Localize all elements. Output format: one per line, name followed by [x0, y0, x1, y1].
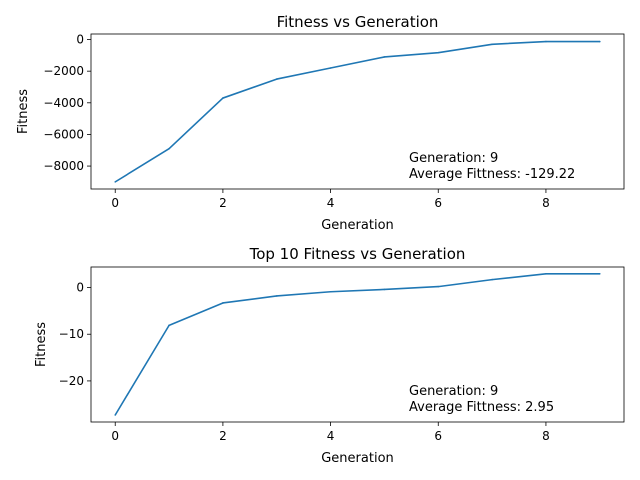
y-tick-label: −4000	[43, 96, 84, 110]
y-tick-label: −10	[59, 327, 84, 341]
data-point	[222, 97, 224, 99]
chart-top10-fitness-vs-generation: Top 10 Fitness vs Generation 0 2 4 6 8 −20 −10 0…	[34, 245, 625, 466]
data-point	[168, 147, 170, 150]
annotation-line: Average Fittness: 2.95	[409, 400, 554, 415]
data-point	[383, 56, 386, 58]
y-tick-label: −2000	[43, 64, 84, 78]
data-point	[222, 302, 224, 304]
data-point	[598, 272, 601, 275]
data-point	[114, 181, 117, 183]
chart-title: Fitness vs Generation	[277, 13, 439, 31]
data-point	[383, 288, 386, 291]
x-tick-label: 8	[542, 196, 550, 210]
x-tick-label: 8	[542, 429, 550, 443]
x-tick-label: 2	[219, 196, 227, 210]
data-point	[598, 40, 601, 43]
plot-frame	[90, 266, 625, 423]
annotation-line: Average Fittness: -129.22	[409, 167, 575, 182]
x-tick-label: 0	[111, 429, 119, 443]
data-point	[168, 324, 170, 327]
data-point	[329, 67, 332, 69]
data-point	[275, 295, 278, 297]
y-axis-label: Fitness	[16, 89, 31, 134]
x-tick-label: 2	[219, 429, 227, 443]
y-tick-label: −20	[59, 374, 84, 388]
data-point	[491, 43, 493, 46]
data-point	[437, 51, 440, 54]
x-axis-label: Generation	[321, 218, 394, 233]
annotation-line: Generation: 9	[409, 384, 498, 399]
annotation-line: Generation: 9	[409, 151, 498, 166]
chart-title: Top 10 Fitness vs Generation	[249, 245, 466, 263]
data-point	[275, 78, 278, 80]
y-tick-label: −6000	[43, 127, 84, 141]
y-tick-label: 0	[76, 33, 84, 47]
x-tick-label: 4	[327, 429, 335, 443]
x-tick-label: 4	[327, 196, 335, 210]
data-point	[329, 290, 332, 293]
data-point	[437, 285, 440, 288]
series-line	[114, 40, 600, 183]
series-line	[114, 272, 600, 416]
x-tick-label: 6	[434, 196, 442, 210]
y-axis-label: Fitness	[34, 322, 49, 367]
chart-fitness-vs-generation: Fitness vs Generation 0 2 4 6 8 −8000 −6000 −400…	[16, 13, 625, 233]
y-tick-label: −8000	[43, 159, 84, 173]
data-point	[545, 40, 547, 43]
x-tick-label: 0	[111, 196, 119, 210]
y-tick-label: 0	[76, 281, 84, 295]
data-point	[545, 272, 547, 275]
plot-frame	[90, 33, 625, 190]
data-point	[491, 278, 493, 281]
x-axis-label: Generation	[321, 451, 394, 466]
x-tick-label: 6	[434, 429, 442, 443]
data-point	[114, 414, 117, 416]
